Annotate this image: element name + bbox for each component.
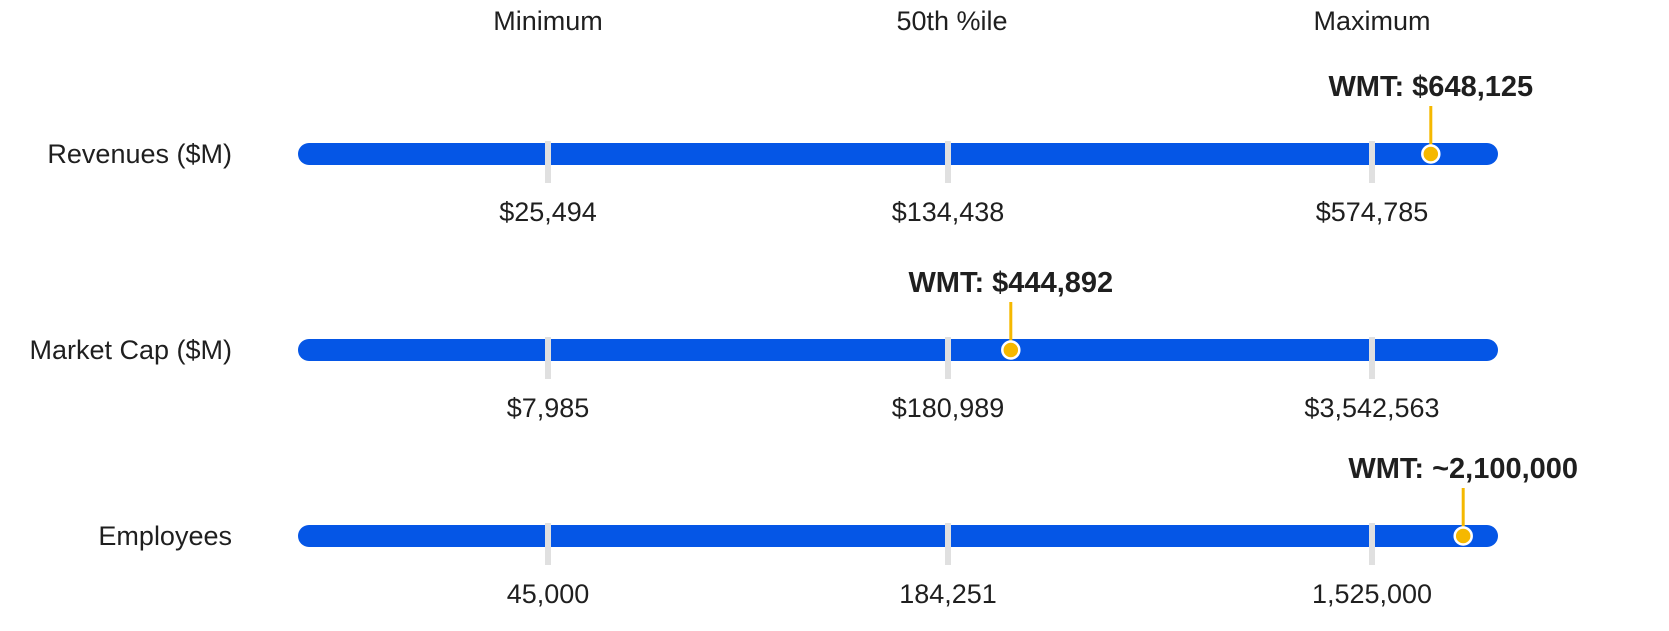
- chart-row: Market Cap ($M) $7,985 $180,989 $3,542,563 W…: [29, 267, 1498, 423]
- row-label: Employees: [98, 521, 232, 551]
- marker-dot: [1453, 526, 1473, 546]
- chart-row: Employees 45,000 184,251 1,525,000 WMT: ~2,1…: [98, 453, 1578, 609]
- column-headers: Minimum 50th %ile Maximum: [493, 6, 1430, 36]
- chart-row: Revenues ($M) $25,494 $134,438 $574,785 WMT:…: [47, 71, 1533, 227]
- chart-rows: Revenues ($M) $25,494 $134,438 $574,785 WMT:…: [29, 71, 1578, 609]
- tick-label: 1,525,000: [1312, 579, 1432, 609]
- tick-label: $134,438: [892, 197, 1005, 227]
- row-label: Revenues ($M): [47, 139, 232, 169]
- tick-label: $574,785: [1316, 197, 1429, 227]
- row-label: Market Cap ($M): [29, 335, 232, 365]
- tick-label: 184,251: [899, 579, 997, 609]
- tick-label: $180,989: [892, 393, 1005, 423]
- range-bar: [298, 143, 1498, 165]
- range-bar: [298, 339, 1498, 361]
- tick-label: $25,494: [499, 197, 597, 227]
- tick-label: $3,542,563: [1304, 393, 1439, 423]
- column-header-minimum: Minimum: [493, 6, 603, 36]
- marker-label: WMT: $648,125: [1328, 71, 1533, 103]
- range-bar: [298, 525, 1498, 547]
- marker-dot: [1001, 340, 1021, 360]
- column-header-maximum: Maximum: [1313, 6, 1430, 36]
- tick-label: 45,000: [507, 579, 590, 609]
- column-header-median: 50th %ile: [896, 6, 1007, 36]
- marker-dot: [1421, 144, 1441, 164]
- tick-label: $7,985: [507, 393, 590, 423]
- marker-label: WMT: ~2,100,000: [1348, 453, 1578, 485]
- marker-label: WMT: $444,892: [908, 267, 1113, 299]
